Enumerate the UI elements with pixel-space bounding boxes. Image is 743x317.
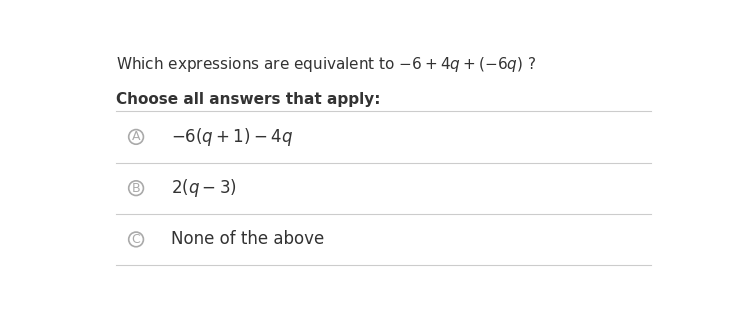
Text: None of the above: None of the above <box>171 230 324 249</box>
Text: $2(q-3)$: $2(q-3)$ <box>171 177 236 199</box>
Text: Which expressions are equivalent to $-6 + 4q + (-6q)$ ?: Which expressions are equivalent to $-6 … <box>116 55 536 74</box>
Text: Choose all answers that apply:: Choose all answers that apply: <box>116 92 380 107</box>
Text: C: C <box>132 233 140 246</box>
Text: A: A <box>132 130 140 143</box>
Text: $-6(q+1) - 4q$: $-6(q+1) - 4q$ <box>171 126 293 148</box>
Text: B: B <box>132 182 140 195</box>
